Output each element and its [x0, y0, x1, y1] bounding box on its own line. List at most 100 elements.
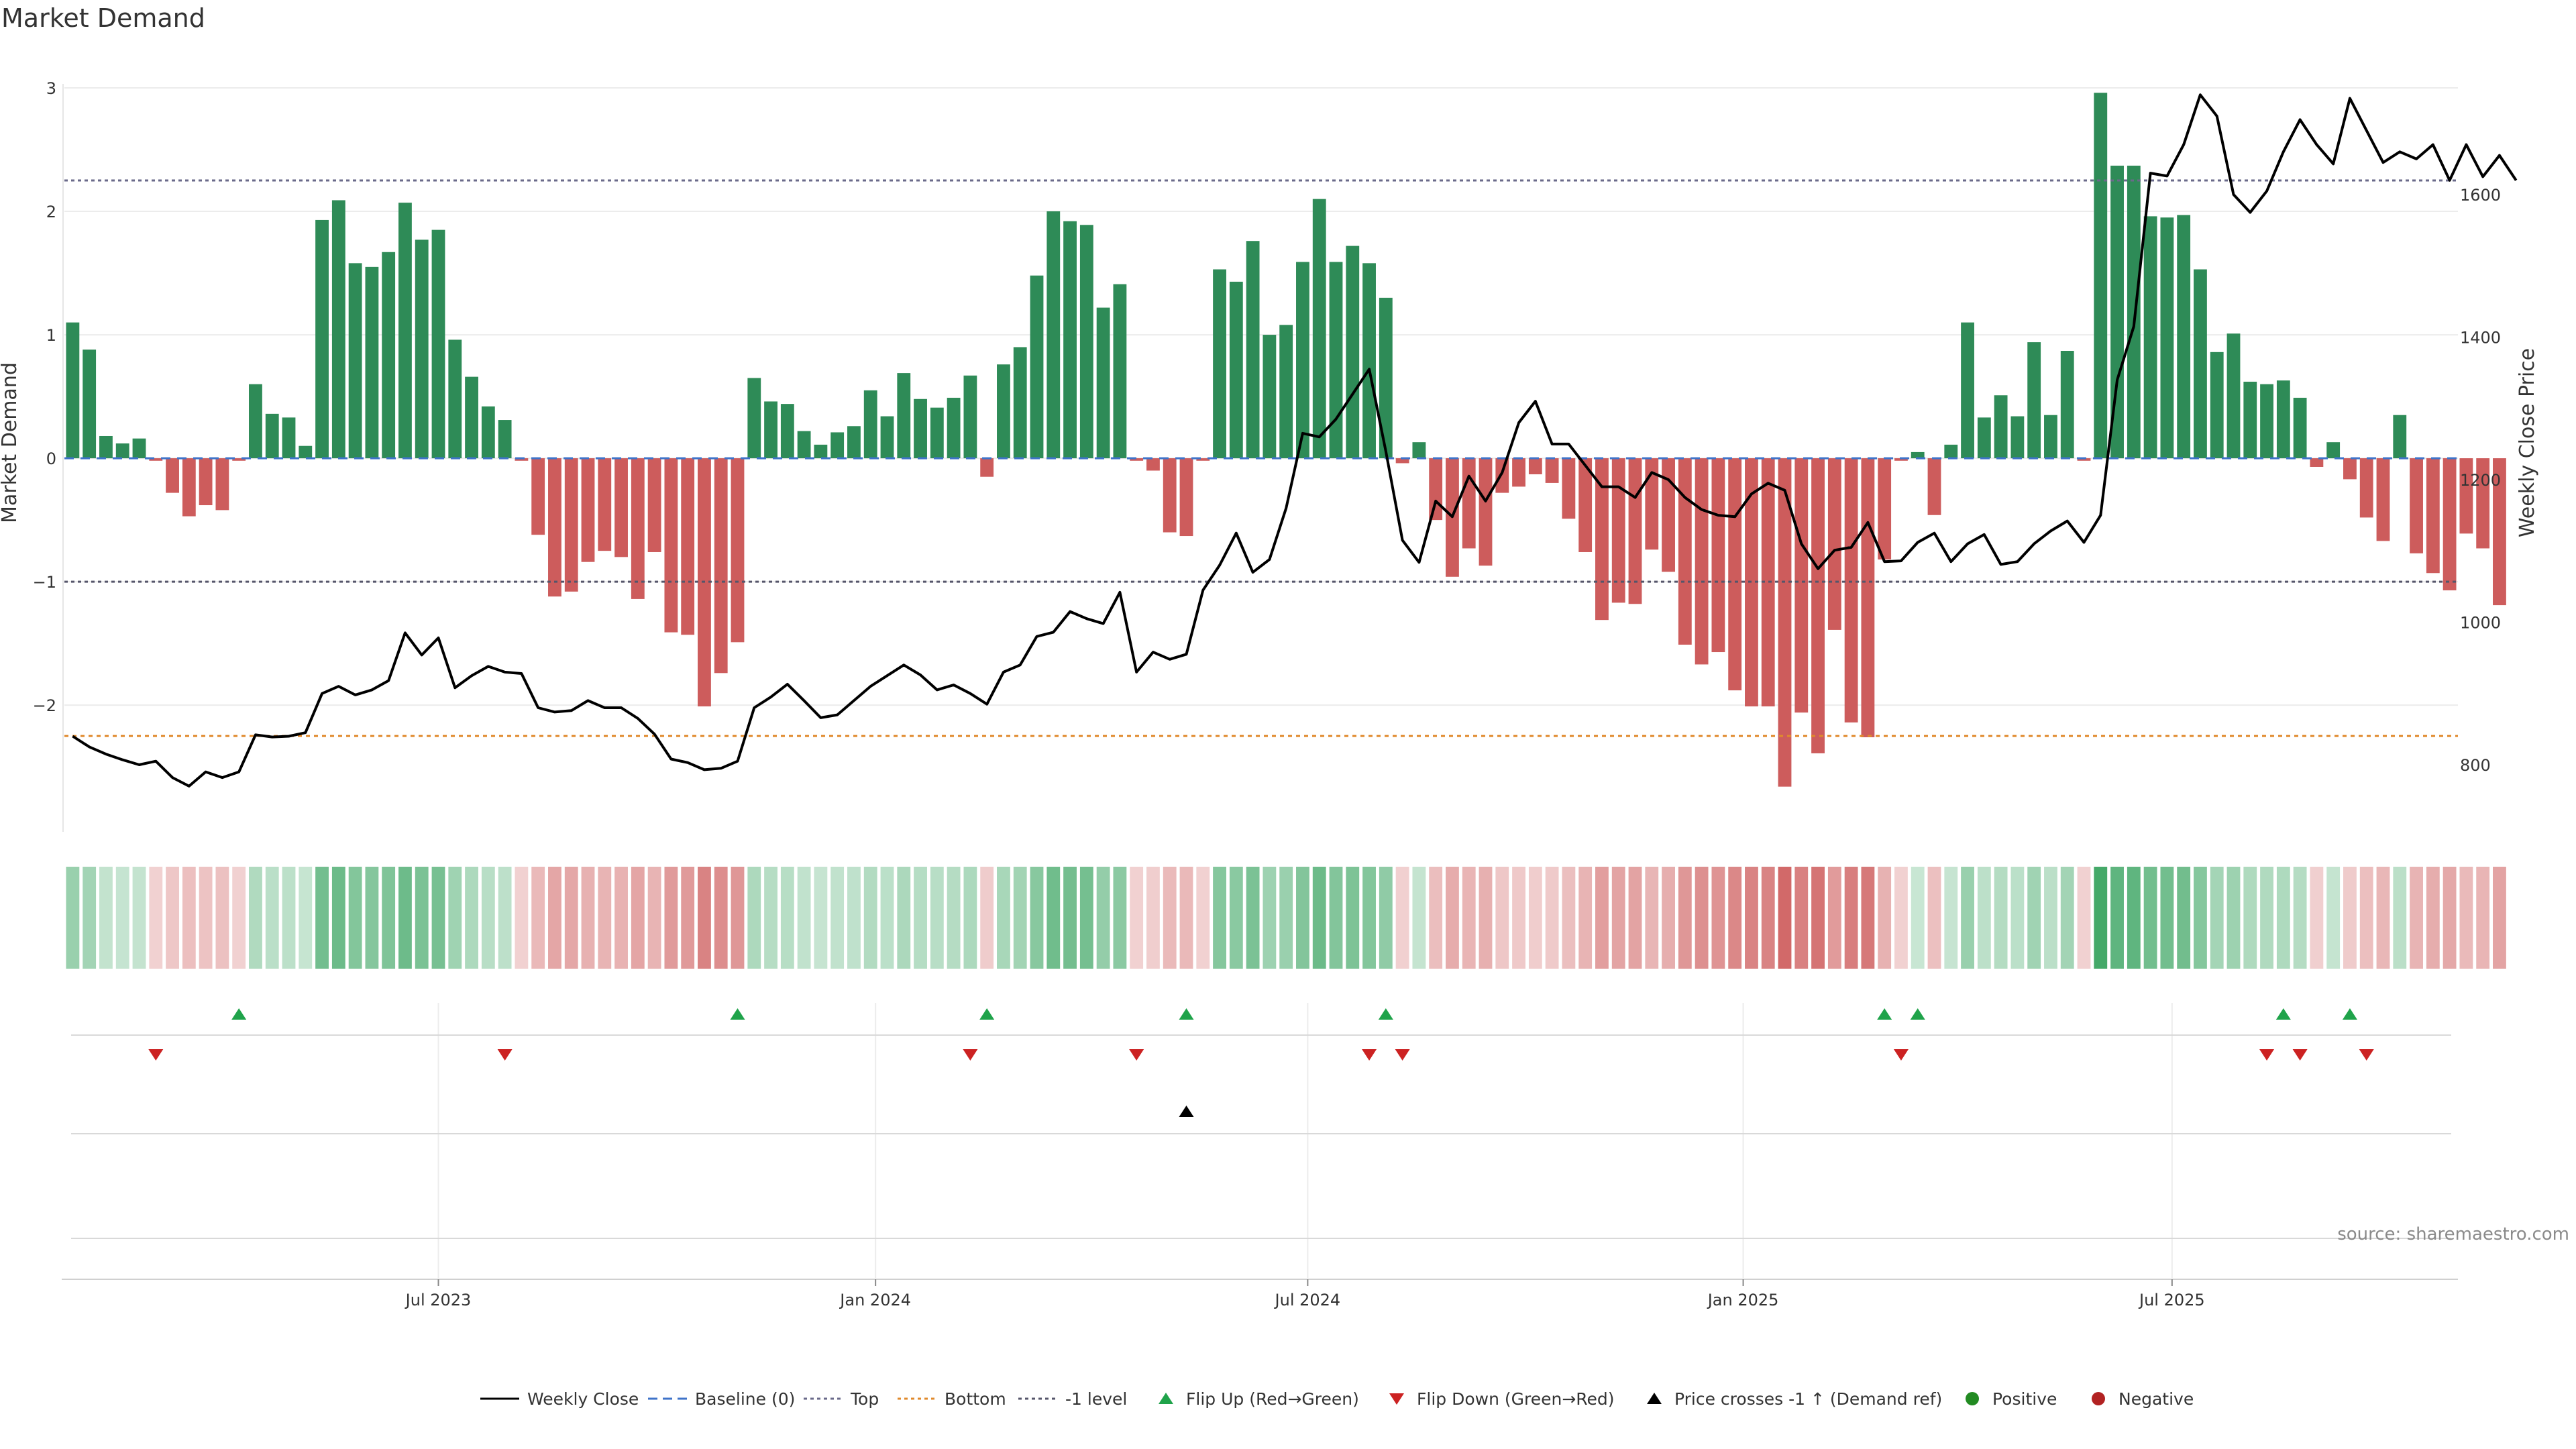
flip-up-marker	[1877, 1008, 1892, 1020]
heat-cell	[166, 867, 179, 969]
demand-bar	[282, 417, 296, 459]
demand-bar	[1578, 458, 1593, 552]
heat-cell	[1412, 867, 1426, 969]
demand-bar	[2010, 416, 2025, 459]
heat-cell	[1678, 867, 1692, 969]
heat-cell	[2077, 867, 2091, 969]
heat-cell	[2044, 867, 2057, 969]
heat-cell	[1628, 867, 1642, 969]
demand-bar	[1163, 458, 1177, 533]
legend: Weekly Close Baseline (0) Top Bottom -1 leve…	[480, 1389, 2194, 1409]
heat-cell	[1030, 867, 1044, 969]
demand-bar	[1562, 458, 1576, 519]
demand-bar	[1312, 199, 1326, 459]
demand-bar	[331, 200, 345, 459]
heat-cell	[1778, 867, 1792, 969]
demand-bar	[1279, 325, 1293, 459]
demand-bar	[1429, 458, 1443, 521]
heat-cell	[1279, 867, 1293, 969]
heat-cell	[1229, 867, 1243, 969]
demand-bars	[66, 93, 2506, 787]
heat-cell	[2410, 867, 2423, 969]
heat-cell	[548, 867, 561, 969]
heat-cell	[1844, 867, 1858, 969]
demand-bar	[2276, 380, 2290, 459]
demand-bar	[814, 444, 828, 459]
demand-bar	[232, 458, 246, 461]
y2-tick-label: 1000	[2460, 614, 2501, 633]
heat-cell	[930, 867, 944, 969]
heat-cell	[598, 867, 612, 969]
demand-bar	[1512, 458, 1525, 487]
y2-tick-label: 1400	[2460, 329, 2501, 347]
heat-cell	[1013, 867, 1027, 969]
heat-cell	[1695, 867, 1709, 969]
legend-swatch	[1647, 1393, 1662, 1404]
demand-bar	[348, 263, 362, 459]
legend-label: Top	[850, 1389, 879, 1409]
heat-cell	[1130, 867, 1144, 969]
heat-cell	[1146, 867, 1160, 969]
legend-label: -1 level	[1065, 1389, 1127, 1409]
heat-cell	[2343, 867, 2357, 969]
heat-cell	[963, 867, 977, 969]
demand-bar	[265, 413, 279, 459]
heat-cell	[1379, 867, 1393, 969]
demand-bar	[830, 432, 845, 459]
demand-bar	[2110, 165, 2124, 459]
demand-bar	[747, 378, 761, 459]
heat-cell	[2459, 867, 2473, 969]
heat-cell	[1329, 867, 1343, 969]
flip-up-marker	[979, 1008, 995, 1020]
heat-cell	[664, 867, 678, 969]
demand-bar	[1711, 458, 1725, 653]
price-line	[72, 93, 2518, 788]
heat-cell	[1429, 867, 1443, 969]
axis-layer: 3 2 1 0 −1 −2 1600 1400 1200 1000 800	[33, 79, 2501, 832]
heat-cell	[814, 867, 828, 969]
demand-bar	[2160, 217, 2174, 459]
demand-bar	[847, 426, 861, 459]
demand-bar	[997, 364, 1010, 459]
heat-cell	[780, 867, 794, 969]
x-tick-label: Jan 2024	[839, 1291, 911, 1309]
heat-cell	[2493, 867, 2506, 969]
heat-cell	[2094, 867, 2108, 969]
heat-cell	[731, 867, 745, 969]
heat-cell	[465, 867, 478, 969]
heat-cell	[2226, 867, 2241, 969]
demand-bar	[99, 435, 113, 459]
demand-bar	[1827, 458, 1841, 630]
demand-bar	[1079, 225, 1093, 459]
heat-cell	[1395, 867, 1409, 969]
legend-label: Bottom	[945, 1389, 1006, 1409]
heat-cell	[115, 867, 129, 969]
demand-bar	[2127, 165, 2141, 459]
demand-bar	[2226, 333, 2241, 459]
demand-bar	[166, 458, 179, 493]
heat-cell	[2127, 867, 2141, 969]
demand-bar	[1861, 458, 1875, 738]
demand-bar	[2243, 382, 2257, 459]
demand-bar	[2044, 415, 2057, 459]
heat-cell	[348, 867, 362, 969]
demand-bar	[448, 339, 462, 459]
demand-bar	[2326, 442, 2341, 459]
heat-cell	[1096, 867, 1110, 969]
demand-bar	[2260, 384, 2273, 459]
flip-down-marker	[1893, 1049, 1909, 1061]
y2-tick-label: 800	[2460, 756, 2491, 775]
heat-cell	[1163, 867, 1177, 969]
demand-bar	[199, 458, 213, 506]
heat-cell	[182, 867, 196, 969]
demand-bar	[2410, 458, 2423, 553]
x-tick-label: Jul 2024	[1274, 1291, 1341, 1309]
legend-swatch	[1159, 1393, 1173, 1404]
demand-bar	[1778, 458, 1792, 787]
demand-bar	[315, 219, 329, 459]
demand-bar	[1479, 458, 1493, 566]
heat-cell	[1578, 867, 1593, 969]
heat-cell	[515, 867, 529, 969]
price-cross-marker	[1179, 1106, 1194, 1117]
heat-cell	[1562, 867, 1576, 969]
